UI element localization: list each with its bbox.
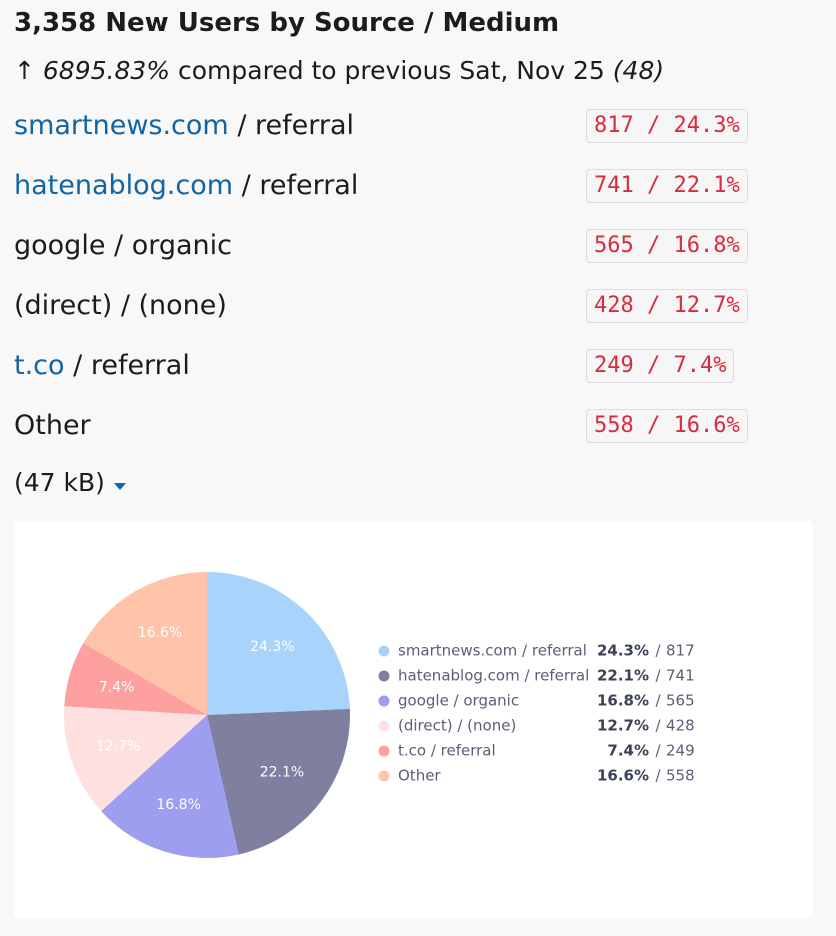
row: t.co / referral: [14, 346, 190, 386]
stat-badge: 741 / 22.1%: [586, 169, 748, 203]
slice-label: 12.7%: [96, 738, 140, 754]
comparison-text: compared to previous Sat, Nov 25: [178, 56, 605, 85]
legend-count: 249: [666, 742, 695, 760]
legend-swatch: [378, 645, 390, 657]
source: (direct) / (none): [14, 290, 227, 321]
pie-slice: [207, 708, 350, 855]
row: Other: [14, 406, 91, 446]
legend-count: 565: [666, 692, 695, 710]
legend-label: Other: [398, 767, 441, 785]
legend-count: 741: [666, 667, 695, 685]
legend-swatch: [378, 770, 390, 782]
legend-label: (direct) / (none): [398, 717, 516, 735]
legend-separator: /: [655, 742, 661, 760]
legend-separator: /: [655, 692, 661, 710]
legend-count: 817: [666, 642, 695, 660]
legend-label: hatenablog.com / referral: [398, 667, 589, 685]
legend-swatch: [378, 670, 390, 682]
change: 6895.83%: [42, 56, 171, 85]
pie-chart: 24.3% 22.1% 16.8% 12.7% 7.4% 16.6% smartnews.c…: [64, 572, 695, 858]
attachment-size: (47 kB): [14, 468, 105, 497]
message-title: 3,358 New Users by Source / Medium: [14, 8, 560, 38]
pie-slice: [83, 572, 207, 715]
legend-percent: 22.1%: [597, 667, 649, 685]
source: google / organic: [14, 230, 232, 261]
slice-label: 22.1%: [260, 764, 304, 780]
medium: / referral: [241, 170, 359, 201]
slice-label: 7.4%: [99, 680, 135, 696]
source-link[interactable]: t.co: [14, 350, 65, 381]
legend-count: 558: [666, 767, 695, 785]
medium: / referral: [73, 350, 190, 381]
stat-badge: 558 / 16.6%: [586, 409, 748, 443]
stat-badge: 428 / 12.7%: [586, 289, 748, 323]
legend-percent: 16.8%: [597, 692, 649, 710]
row: google / organic: [14, 226, 232, 266]
source: Other: [14, 410, 91, 441]
legend-count: 428: [666, 717, 695, 735]
legend-percent: 24.3%: [597, 642, 649, 660]
medium: / referral: [237, 110, 355, 141]
pie-slice: [64, 643, 207, 715]
slice-label: 16.6%: [138, 625, 182, 641]
pie-slice: [207, 572, 350, 715]
legend-percent: 16.6%: [597, 767, 649, 785]
legend-swatch: [378, 745, 390, 757]
row: hatenablog.com / referral: [14, 166, 358, 206]
comparison: ↑ 6895.83% compared to previous Sat, Nov…: [14, 56, 664, 85]
pie-slice: [64, 706, 207, 812]
source-link[interactable]: hatenablog.com: [14, 170, 234, 201]
legend-label: smartnews.com / referral: [398, 642, 587, 660]
source-link[interactable]: smartnews.com: [14, 110, 229, 141]
arrow: ↑: [14, 56, 35, 85]
stat-badge: 565 / 16.8%: [586, 229, 748, 263]
legend-label: t.co / referral: [398, 742, 496, 760]
legend-swatch: [378, 695, 390, 707]
legend-label: google / organic: [398, 692, 519, 710]
legend-separator: /: [655, 717, 661, 735]
legend-percent: 12.7%: [597, 717, 649, 735]
slice-label: 16.8%: [156, 797, 200, 813]
caret[interactable]: [113, 481, 127, 491]
previous: (48): [612, 56, 665, 85]
slice-label: 24.3%: [250, 639, 294, 655]
legend-separator: /: [655, 767, 661, 785]
row: smartnews.com / referral: [14, 106, 354, 146]
pie-slice: [101, 715, 239, 858]
legend-separator: /: [655, 642, 661, 660]
legend-separator: /: [655, 667, 661, 685]
chart-panel: 24.3% 22.1% 16.8% 12.7% 7.4% 16.6% smartnews.c…: [14, 521, 813, 918]
attachment[interactable]: (47 kB): [14, 468, 127, 497]
stat-badge: 817 / 24.3%: [586, 109, 748, 143]
stat-badge: 249 / 7.4%: [586, 349, 735, 383]
legend-percent: 7.4%: [607, 742, 649, 760]
row: (direct) / (none): [14, 286, 227, 326]
legend-swatch: [378, 720, 390, 732]
